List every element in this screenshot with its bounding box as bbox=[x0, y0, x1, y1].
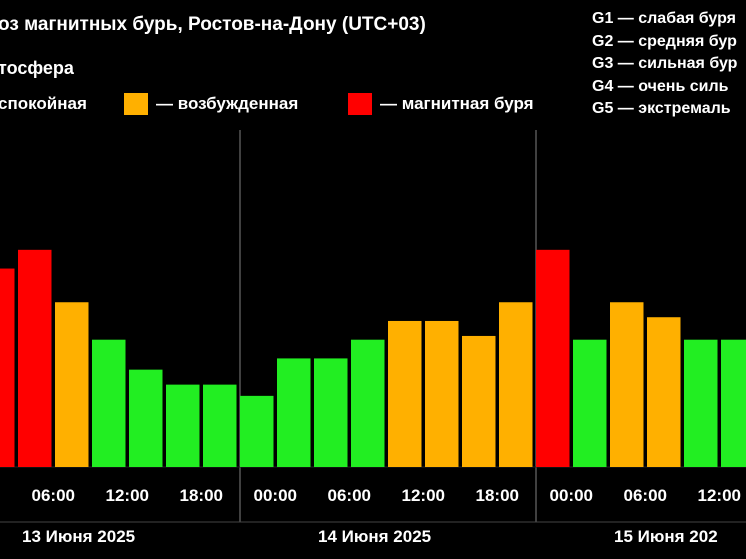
g-scale-item: G2 — средняя бур bbox=[592, 32, 737, 50]
legend-storm-swatch bbox=[348, 93, 372, 115]
bar bbox=[18, 249, 52, 467]
bar bbox=[647, 317, 681, 467]
day-label: 14 Июня 2025 bbox=[318, 527, 432, 546]
chart-subtitle: тосфера bbox=[0, 58, 74, 78]
x-tick-label: 12:00 bbox=[402, 486, 445, 505]
bar bbox=[425, 320, 459, 467]
legend-active-swatch bbox=[124, 93, 148, 115]
x-tick-label: 12:00 bbox=[106, 486, 149, 505]
legend-storm: — магнитная буря bbox=[348, 92, 534, 116]
legend-active: — возбужденная bbox=[124, 92, 298, 116]
legend-storm-label: — магнитная буря bbox=[380, 94, 534, 113]
bar bbox=[462, 335, 496, 467]
bar bbox=[314, 358, 348, 467]
bar bbox=[0, 268, 15, 467]
bar bbox=[55, 302, 89, 467]
bar bbox=[129, 369, 163, 467]
bar bbox=[536, 249, 570, 467]
g-scale-item: G4 — очень силь bbox=[592, 77, 729, 95]
x-tick-label: 18:00 bbox=[476, 486, 519, 505]
bar bbox=[351, 339, 385, 467]
x-tick-label: 00:00 bbox=[550, 486, 593, 505]
g-scale-item: G5 — экстремаль bbox=[592, 100, 731, 117]
bar bbox=[166, 384, 200, 467]
legend-quiet-label: спокойная bbox=[0, 94, 87, 113]
x-tick-label: 06:00 bbox=[624, 486, 667, 505]
bar bbox=[92, 339, 126, 467]
x-tick-label: 06:00 bbox=[32, 486, 75, 505]
bar bbox=[573, 339, 607, 467]
bar bbox=[610, 302, 644, 467]
g-scale-item: G1 — слабая буря bbox=[592, 10, 737, 27]
x-tick-label: 00:00 bbox=[254, 486, 297, 505]
x-tick-label: 06:00 bbox=[328, 486, 371, 505]
bar bbox=[684, 339, 718, 467]
bar bbox=[203, 384, 237, 467]
g-scale-item: G3 — сильная бур bbox=[592, 55, 738, 72]
legend-active-label: — возбужденная bbox=[156, 94, 299, 113]
bar bbox=[388, 320, 422, 467]
g-scale-legend: G1 — слабая буря G2 — средняя бур G3 — с… bbox=[592, 8, 737, 121]
bar bbox=[499, 302, 533, 467]
chart-title: оз магнитных бурь, Ростов-на-Дону (UTC+0… bbox=[0, 14, 426, 35]
bar bbox=[277, 358, 311, 467]
bar bbox=[240, 395, 274, 467]
x-tick-label: 12:00 bbox=[698, 486, 741, 505]
x-tick-label: 18:00 bbox=[180, 486, 223, 505]
day-label: 15 Июня 202 bbox=[614, 527, 718, 546]
legend-quiet: спокойная bbox=[0, 92, 87, 116]
bar bbox=[721, 339, 746, 467]
day-label: 13 Июня 2025 bbox=[22, 527, 136, 546]
